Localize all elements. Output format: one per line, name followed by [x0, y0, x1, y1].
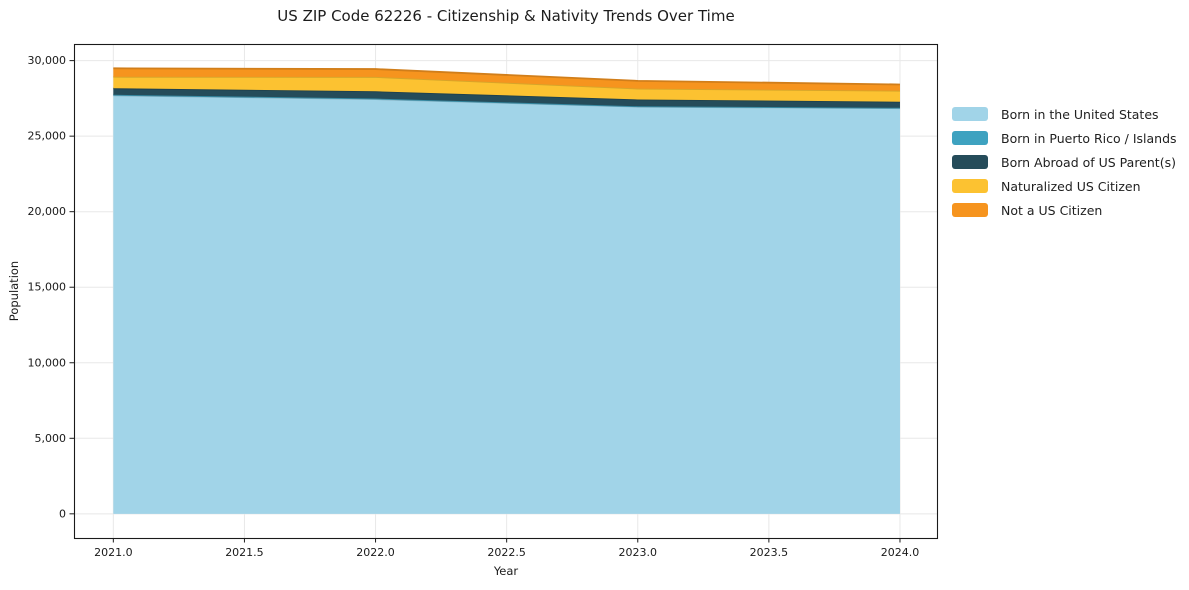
- legend-item-naturalized-us-citizen: Naturalized US Citizen: [952, 174, 1177, 198]
- legend-item-born-in-the-united-states: Born in the United States: [952, 102, 1177, 126]
- legend-swatch-icon: [952, 155, 988, 169]
- x-tick-label: 2021.5: [225, 546, 264, 559]
- chart-title: US ZIP Code 62226 - Citizenship & Nativi…: [277, 7, 735, 25]
- legend-item-born-abroad-of-us-parent-s: Born Abroad of US Parent(s): [952, 150, 1177, 174]
- legend-item-born-in-puerto-rico-islands: Born in Puerto Rico / Islands: [952, 126, 1177, 150]
- y-axis-label: Population: [7, 260, 21, 322]
- legend-item-not-a-us-citizen: Not a US Citizen: [952, 198, 1177, 222]
- legend-swatch-icon: [952, 107, 988, 121]
- x-tick-label: 2022.0: [356, 546, 395, 559]
- x-axis-label: Year: [493, 564, 519, 578]
- y-tick-label: 20,000: [28, 205, 67, 218]
- x-tick-label: 2023.5: [750, 546, 789, 559]
- area-layer-not-a-us-citizen: [113, 68, 900, 91]
- legend-swatch-icon: [952, 131, 988, 145]
- y-tick-label: 0: [59, 507, 66, 520]
- legend-swatch-icon: [952, 203, 988, 217]
- y-tick-label: 15,000: [28, 281, 67, 294]
- x-tick-label: 2021.0: [94, 546, 133, 559]
- y-tick-label: 25,000: [28, 130, 67, 143]
- area-layer-naturalized-us-citizen: [113, 76, 900, 102]
- legend-label: Born in the United States: [1001, 106, 1159, 122]
- x-tick-label: 2024.0: [881, 546, 920, 559]
- x-tick-label: 2023.0: [619, 546, 658, 559]
- y-tick-label: 30,000: [28, 54, 67, 67]
- legend-label: Born in Puerto Rico / Islands: [1001, 130, 1177, 146]
- plot-border: [73, 43, 939, 540]
- y-tick-label: 5,000: [35, 432, 67, 445]
- legend-swatch-icon: [952, 179, 988, 193]
- y-tick-label: 10,000: [28, 356, 67, 369]
- legend-label: Naturalized US Citizen: [1001, 178, 1141, 194]
- legend: Born in the United States Born in Puerto …: [952, 102, 1177, 222]
- legend-label: Not a US Citizen: [1001, 202, 1103, 218]
- legend-label: Born Abroad of US Parent(s): [1001, 154, 1176, 170]
- area-layer-born-in-the-united-states: [113, 95, 900, 514]
- area-edge-not-a-us-citizen: [113, 67, 900, 86]
- x-tick-label: 2022.5: [487, 546, 526, 559]
- area-layer-born-abroad-of-us-parent-s: [113, 88, 900, 108]
